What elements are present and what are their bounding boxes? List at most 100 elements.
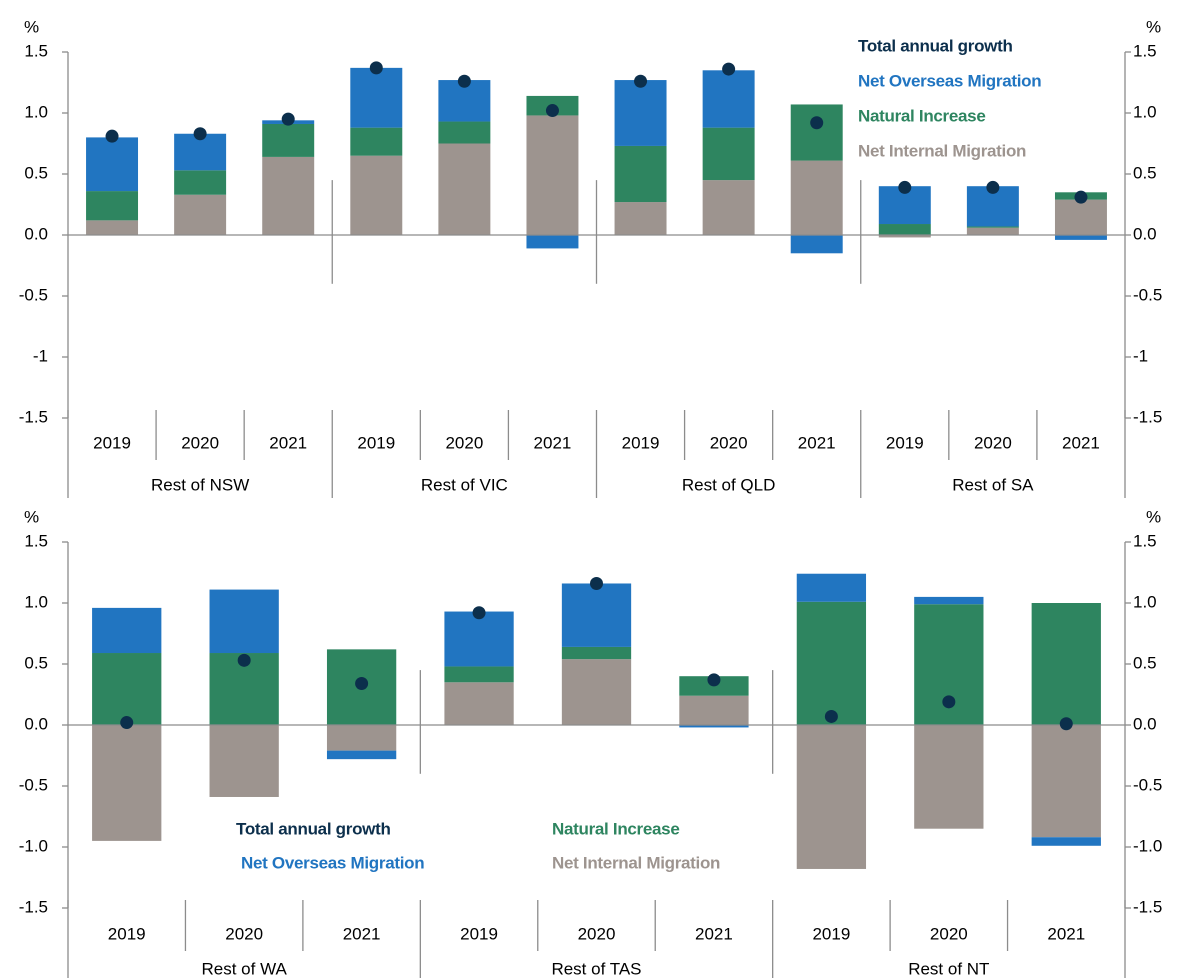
y-tick-label: 0.0 (24, 224, 48, 243)
x-tick-label: 2021 (695, 924, 733, 943)
bar (86, 137, 139, 192)
x-tick-label: 2020 (930, 924, 968, 943)
x-tick-label: 2021 (798, 433, 836, 452)
y2-axis-label: % (1146, 507, 1161, 526)
bar (790, 235, 843, 254)
bar (92, 653, 162, 725)
y2-tick-label: 0.0 (1133, 224, 1157, 243)
y2-tick-label: 0.0 (1133, 714, 1157, 733)
bar (914, 725, 984, 829)
x-tick-label: 2021 (534, 433, 572, 452)
total-dot (942, 695, 956, 709)
total-dot (898, 180, 912, 194)
bar (209, 589, 279, 654)
bar (1054, 199, 1107, 235)
y-tick-label: 0.5 (24, 163, 48, 182)
total-dot (237, 653, 251, 667)
group-label: Rest of TAS (551, 959, 641, 978)
y2-tick-label: -1.0 (1133, 836, 1162, 855)
x-tick-label: 2020 (445, 433, 483, 452)
bar (796, 601, 867, 725)
legend-label: Total annual growth (236, 819, 391, 838)
y2-tick-label: -0.5 (1133, 285, 1162, 304)
total-dot (355, 677, 369, 691)
group-label: Rest of NT (908, 959, 989, 978)
bar (86, 220, 139, 235)
total-dot (634, 74, 648, 88)
bar (1054, 235, 1107, 240)
bar (796, 725, 867, 869)
bar (444, 682, 514, 725)
x-tick-label: 2020 (225, 924, 263, 943)
group-label: Rest of SA (952, 475, 1034, 494)
total-dot (1074, 190, 1088, 204)
y-tick-label: -1.0 (19, 836, 48, 855)
total-dot (105, 129, 119, 143)
bar (790, 104, 843, 161)
y2-tick-label: 0.5 (1133, 163, 1157, 182)
x-tick-label: 2020 (578, 924, 616, 943)
bar (262, 156, 315, 235)
bar (86, 191, 139, 221)
x-tick-label: 2021 (269, 433, 307, 452)
y-tick-label: 1.5 (24, 41, 48, 60)
y-axis-label: % (24, 17, 39, 36)
y2-tick-label: 0.5 (1133, 653, 1157, 672)
y-tick-label: -1.5 (19, 407, 48, 426)
y-tick-label: -0.5 (19, 775, 48, 794)
x-tick-label: 2019 (460, 924, 498, 943)
bar (1031, 837, 1101, 846)
bar (790, 160, 843, 235)
legend-label: Total annual growth (858, 36, 1013, 55)
y2-tick-label: -0.5 (1133, 775, 1162, 794)
bar (966, 226, 1019, 228)
bar (702, 127, 755, 181)
group-label: Rest of NSW (151, 475, 249, 494)
bar (174, 194, 227, 235)
y2-tick-label: 1.0 (1133, 592, 1157, 611)
total-dot (545, 104, 559, 118)
total-dot (1059, 717, 1073, 731)
x-tick-label: 2019 (886, 433, 924, 452)
y-tick-label: -1.5 (19, 897, 48, 916)
x-tick-label: 2019 (622, 433, 660, 452)
legend-label: Net Overseas Migration (241, 853, 424, 872)
x-tick-label: 2021 (343, 924, 381, 943)
bar (438, 143, 491, 235)
y2-axis-label: % (1146, 17, 1161, 36)
bar (350, 67, 403, 128)
bar (326, 725, 397, 751)
bar (350, 127, 403, 156)
y-tick-label: 0.0 (24, 714, 48, 733)
y-tick-label: 1.0 (24, 102, 48, 121)
bar (561, 646, 632, 660)
y-tick-label: 1.0 (24, 592, 48, 611)
bar (878, 224, 931, 235)
y-tick-label: -1 (33, 346, 48, 365)
total-dot (824, 709, 838, 723)
legend-label: Natural Increase (552, 819, 680, 838)
bar (326, 750, 397, 760)
bar (914, 596, 984, 605)
bar (444, 666, 514, 683)
bar (878, 235, 931, 238)
bar (561, 659, 632, 725)
bar (796, 573, 867, 602)
x-tick-label: 2019 (93, 433, 131, 452)
group-label: Rest of WA (201, 959, 287, 978)
y2-tick-label: -1.5 (1133, 897, 1162, 916)
legend-label: Net Internal Migration (552, 853, 720, 872)
bar (679, 695, 749, 725)
total-dot (986, 180, 1000, 194)
y-tick-label: 0.5 (24, 653, 48, 672)
total-dot (722, 62, 736, 76)
y2-tick-label: 1.5 (1133, 41, 1157, 60)
bar (444, 611, 514, 667)
bar (1031, 603, 1101, 725)
bar (614, 80, 667, 146)
total-dot (120, 716, 134, 730)
bar (438, 121, 491, 144)
bar (1031, 725, 1101, 838)
bar (526, 235, 579, 249)
